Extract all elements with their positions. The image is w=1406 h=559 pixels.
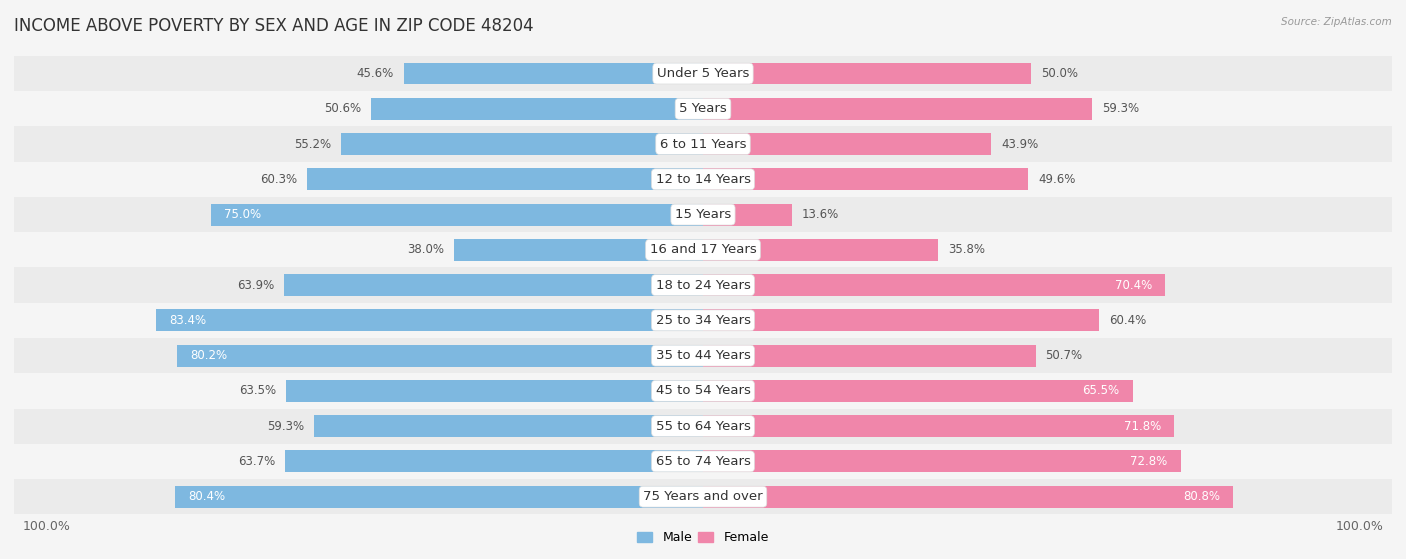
Text: 12 to 14 Years: 12 to 14 Years: [655, 173, 751, 186]
Text: 13.6%: 13.6%: [801, 208, 839, 221]
Text: 38.0%: 38.0%: [406, 243, 444, 257]
Bar: [703, 486, 1233, 508]
Bar: [454, 239, 703, 260]
Bar: [14, 232, 1392, 267]
Text: 80.4%: 80.4%: [188, 490, 226, 503]
Bar: [340, 133, 703, 155]
Text: 59.3%: 59.3%: [1102, 102, 1139, 115]
Text: 65.5%: 65.5%: [1083, 385, 1119, 397]
Bar: [703, 345, 1036, 367]
Text: 75.0%: 75.0%: [224, 208, 262, 221]
Bar: [371, 98, 703, 120]
Bar: [703, 168, 1028, 190]
Text: INCOME ABOVE POVERTY BY SEX AND AGE IN ZIP CODE 48204: INCOME ABOVE POVERTY BY SEX AND AGE IN Z…: [14, 17, 534, 35]
Bar: [703, 203, 792, 225]
Text: 50.6%: 50.6%: [323, 102, 361, 115]
Text: 35.8%: 35.8%: [948, 243, 984, 257]
Bar: [14, 479, 1392, 514]
Bar: [14, 162, 1392, 197]
Bar: [14, 303, 1392, 338]
Bar: [703, 310, 1099, 331]
Text: 63.5%: 63.5%: [239, 385, 277, 397]
Bar: [14, 56, 1392, 91]
Bar: [703, 380, 1133, 402]
Bar: [176, 486, 703, 508]
Bar: [703, 415, 1174, 437]
Text: Under 5 Years: Under 5 Years: [657, 67, 749, 80]
Text: 5 Years: 5 Years: [679, 102, 727, 115]
Bar: [308, 168, 703, 190]
Text: 18 to 24 Years: 18 to 24 Years: [655, 278, 751, 292]
Bar: [14, 126, 1392, 162]
Text: 63.7%: 63.7%: [238, 455, 276, 468]
Bar: [14, 197, 1392, 232]
Bar: [703, 98, 1092, 120]
Bar: [14, 444, 1392, 479]
Text: 75 Years and over: 75 Years and over: [643, 490, 763, 503]
Text: 65 to 74 Years: 65 to 74 Years: [655, 455, 751, 468]
Text: Source: ZipAtlas.com: Source: ZipAtlas.com: [1281, 17, 1392, 27]
Bar: [703, 63, 1031, 84]
Bar: [703, 133, 991, 155]
Bar: [404, 63, 703, 84]
Text: 80.8%: 80.8%: [1182, 490, 1220, 503]
Bar: [285, 451, 703, 472]
Text: 70.4%: 70.4%: [1115, 278, 1152, 292]
Bar: [703, 239, 938, 260]
Text: 45 to 54 Years: 45 to 54 Years: [655, 385, 751, 397]
Bar: [14, 373, 1392, 409]
Text: 71.8%: 71.8%: [1123, 420, 1161, 433]
Text: 6 to 11 Years: 6 to 11 Years: [659, 138, 747, 150]
Text: 63.9%: 63.9%: [236, 278, 274, 292]
Text: 50.7%: 50.7%: [1046, 349, 1083, 362]
Text: 60.3%: 60.3%: [260, 173, 298, 186]
Text: 43.9%: 43.9%: [1001, 138, 1038, 150]
Bar: [177, 345, 703, 367]
Bar: [314, 415, 703, 437]
Bar: [703, 274, 1166, 296]
Text: 16 and 17 Years: 16 and 17 Years: [650, 243, 756, 257]
Text: 72.8%: 72.8%: [1130, 455, 1167, 468]
Bar: [14, 267, 1392, 303]
Text: 80.2%: 80.2%: [190, 349, 226, 362]
Text: 55 to 64 Years: 55 to 64 Years: [655, 420, 751, 433]
Bar: [14, 409, 1392, 444]
Bar: [211, 203, 703, 225]
Bar: [14, 338, 1392, 373]
Bar: [703, 451, 1181, 472]
Text: 55.2%: 55.2%: [294, 138, 330, 150]
Text: 25 to 34 Years: 25 to 34 Years: [655, 314, 751, 327]
Text: 83.4%: 83.4%: [169, 314, 207, 327]
Text: 45.6%: 45.6%: [357, 67, 394, 80]
Text: 59.3%: 59.3%: [267, 420, 304, 433]
Bar: [284, 274, 703, 296]
Text: 50.0%: 50.0%: [1040, 67, 1078, 80]
Text: 60.4%: 60.4%: [1109, 314, 1146, 327]
Text: 35 to 44 Years: 35 to 44 Years: [655, 349, 751, 362]
Legend: Male, Female: Male, Female: [633, 526, 773, 549]
Bar: [156, 310, 703, 331]
Bar: [14, 91, 1392, 126]
Bar: [287, 380, 703, 402]
Text: 15 Years: 15 Years: [675, 208, 731, 221]
Text: 49.6%: 49.6%: [1038, 173, 1076, 186]
